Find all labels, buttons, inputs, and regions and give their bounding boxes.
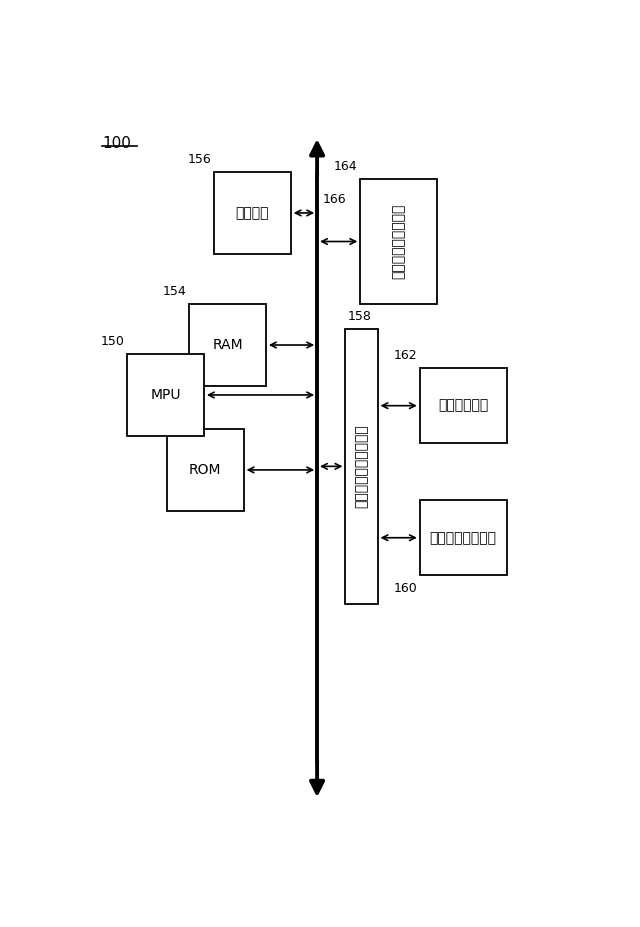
- Text: 158: 158: [348, 311, 372, 324]
- Bar: [214, 171, 291, 254]
- Bar: [346, 329, 378, 603]
- Bar: [189, 304, 266, 386]
- Text: 150: 150: [100, 336, 125, 349]
- Text: ROM: ROM: [189, 463, 221, 476]
- Text: 164: 164: [334, 160, 358, 173]
- Text: 156: 156: [188, 153, 211, 166]
- Text: 表示デバイス: 表示デバイス: [438, 399, 488, 413]
- Text: 152: 152: [141, 410, 164, 423]
- Bar: [420, 501, 507, 575]
- Text: 操作入力デバイス: 操作入力デバイス: [429, 531, 497, 545]
- Text: 162: 162: [394, 349, 417, 362]
- Bar: [420, 368, 507, 443]
- Text: 160: 160: [394, 582, 417, 595]
- Text: 100: 100: [102, 136, 131, 151]
- Bar: [167, 429, 244, 511]
- Text: MPU: MPU: [150, 388, 181, 402]
- Text: 入出力インタフェース: 入出力インタフェース: [355, 425, 369, 508]
- Text: 166: 166: [323, 193, 347, 206]
- Text: 記録媒体: 記録媒体: [236, 206, 269, 220]
- Text: 154: 154: [163, 286, 187, 298]
- Bar: [360, 179, 437, 304]
- Bar: [127, 354, 204, 436]
- Text: 通信インタフェース: 通信インタフェース: [392, 204, 406, 279]
- Text: RAM: RAM: [212, 338, 243, 352]
